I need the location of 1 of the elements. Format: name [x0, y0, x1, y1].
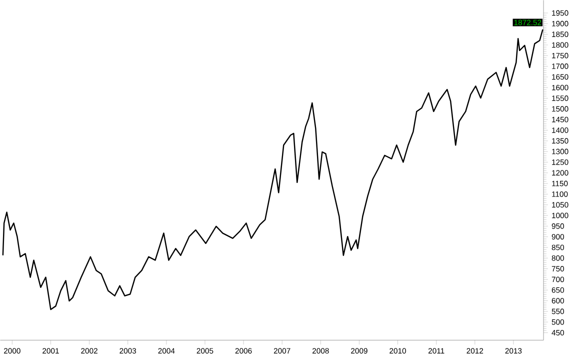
line-series	[2, 28, 544, 310]
